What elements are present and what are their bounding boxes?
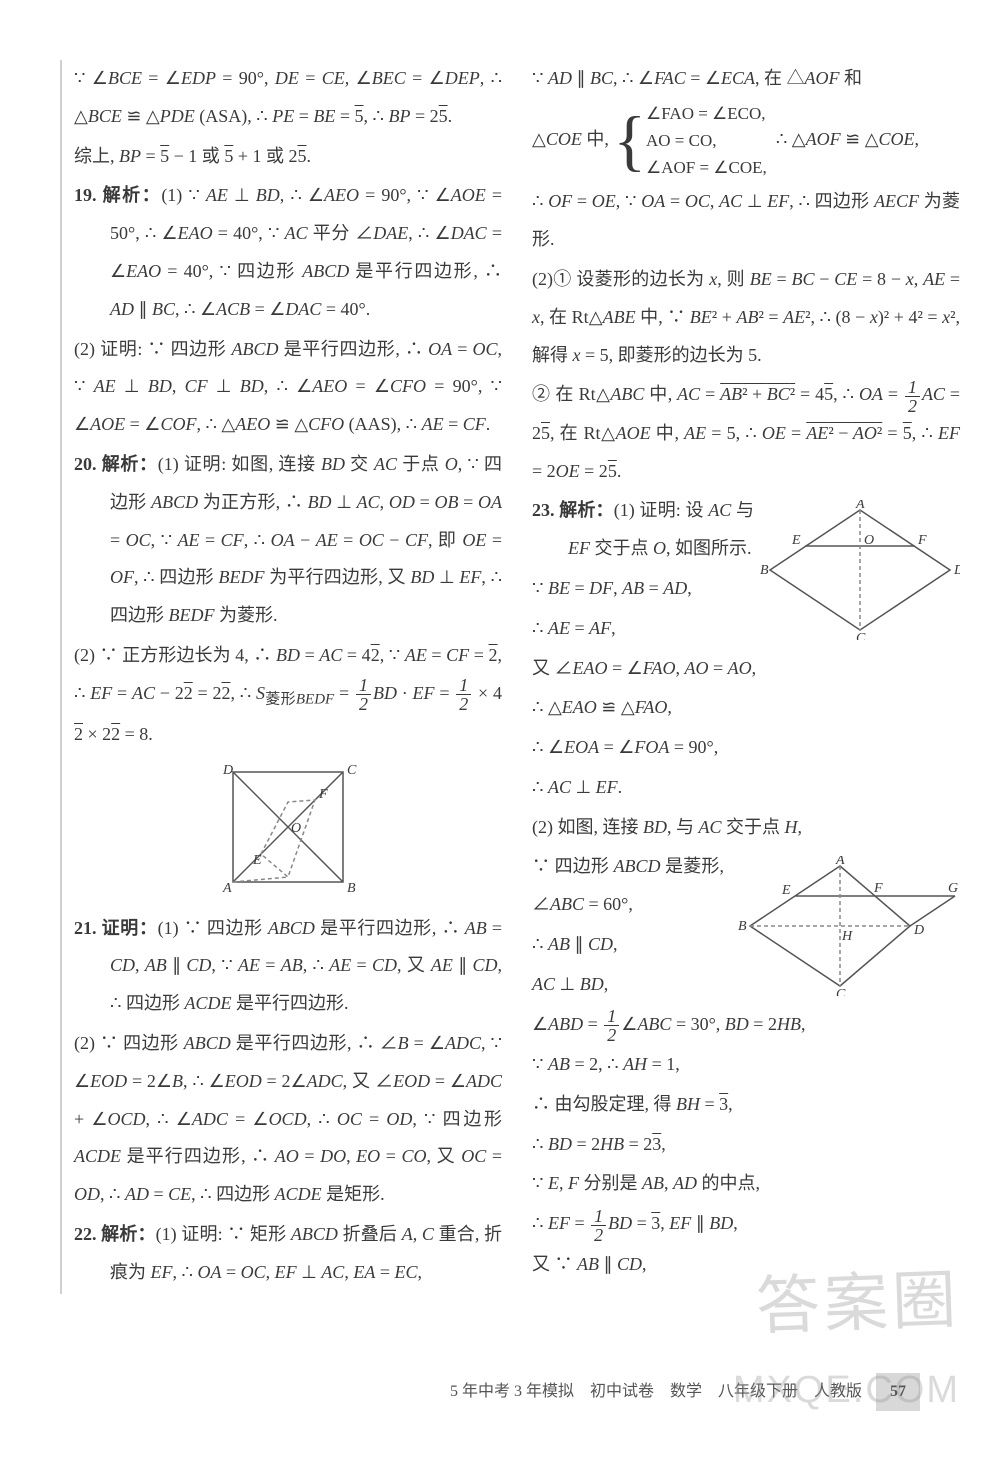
- page: ∵ ∠BCE = ∠EDP = 90°, DE = CE, ∠BEC = ∠DE…: [0, 0, 1000, 1394]
- svg-text:E: E: [252, 853, 262, 868]
- svg-text:D: D: [913, 923, 924, 938]
- q21-part2: (2) ∵ 四边形 ABCD 是平行四边形, ∴ ∠B = ∠ADC, ∵ ∠E…: [74, 1025, 502, 1214]
- q23-p1-7: ∴ AC ⊥ EF.: [532, 769, 960, 807]
- svg-text:O: O: [864, 533, 874, 548]
- svg-text:B: B: [347, 881, 356, 896]
- pre-text-2: 综上, BP = 5 − 1 或 5 + 1 或 25.: [74, 138, 502, 176]
- svg-text:F: F: [873, 881, 883, 896]
- svg-text:A: A: [835, 856, 845, 868]
- q23-number: 23.: [532, 500, 555, 520]
- q22-brace: △COE 中, { ∠FAO = ∠ECO, AO = CO, ∠AOF = ∠…: [532, 100, 960, 182]
- svg-text:O: O: [291, 821, 301, 836]
- brace-line-3: ∠AOF = ∠COE,: [646, 158, 767, 177]
- q22-label: 解析：: [101, 1224, 155, 1244]
- svg-text:F: F: [318, 787, 328, 802]
- svg-text:C: C: [347, 763, 357, 778]
- svg-text:E: E: [791, 533, 801, 548]
- q23-p2-7: ∴ 由勾股定理, 得 BH = 3,: [532, 1086, 960, 1124]
- q23-p2-1: (2) 如图, 连接 BD, 与 AC 交于点 H,: [532, 809, 960, 847]
- q20-figure: D C A B E F O: [213, 762, 363, 902]
- q21-label: 证明：: [102, 918, 158, 938]
- q22-part2-1: (2)① 设菱形的边长为 x, 则 BE = BC − CE = 8 − x, …: [532, 261, 960, 374]
- q20-number: 20.: [74, 454, 97, 474]
- svg-text:D: D: [953, 563, 960, 578]
- q23-p2-5: ∠ABD = 12∠ABC = 30°, BD = 2HB,: [532, 1006, 960, 1044]
- svg-text:H: H: [841, 929, 853, 944]
- svg-text:D: D: [222, 763, 233, 778]
- svg-text:C: C: [856, 631, 866, 640]
- svg-text:A: A: [855, 500, 865, 512]
- q23-p1-4: 又 ∠EAO = ∠FAO, AO = AO,: [532, 650, 960, 688]
- q19: 19. 解析：(1) ∵ AE ⊥ BD, ∴ ∠AEO = 90°, ∵ ∠A…: [74, 177, 502, 328]
- left-column: ∵ ∠BCE = ∠EDP = 90°, DE = CE, ∠BEC = ∠DE…: [60, 60, 502, 1294]
- q21: 21. 证明：(1) ∵ 四边形 ABCD 是平行四边形, ∴ AB = CD,…: [74, 910, 502, 1023]
- q19-label: 解析：: [103, 185, 162, 205]
- q22-number: 22.: [74, 1224, 97, 1244]
- q20: 20. 解析：(1) 证明: 如图, 连接 BD 交 AC 于点 O, ∵ 四边…: [74, 446, 502, 635]
- pre-text-1: ∵ ∠BCE = ∠EDP = 90°, DE = CE, ∠BEC = ∠DE…: [74, 60, 502, 136]
- q23-p2-8: ∴ BD = 2HB = 23,: [532, 1126, 960, 1164]
- q20-part2: (2) ∵ 正方形边长为 4, ∴ BD = AC = 42, ∵ AE = C…: [74, 637, 502, 754]
- q23-p1-5: ∴ △EAO ≌ △FAO,: [532, 689, 960, 727]
- q22-cont-2: ∴ OF = OE, ∵ OA = OC, AC ⊥ EF, ∴ 四边形 AEC…: [532, 183, 960, 259]
- svg-text:C: C: [836, 987, 846, 996]
- svg-text:G: G: [948, 881, 958, 896]
- q19-number: 19.: [74, 185, 97, 205]
- q22-cont-1: ∵ AD ∥ BC, ∴ ∠FAC = ∠ECA, 在 △AOF 和: [532, 60, 960, 98]
- right-column: ∵ AD ∥ BC, ∴ ∠FAC = ∠ECA, 在 △AOF 和 △COE …: [532, 60, 960, 1294]
- q19-part2: (2) 证明: ∵ 四边形 ABCD 是平行四边形, ∴ OA = OC, ∵ …: [74, 331, 502, 444]
- svg-text:E: E: [781, 883, 791, 898]
- q23: AB CD EF O 23. 解析：(1) 证明: 设 AC 与 EF 交于点 …: [532, 492, 960, 568]
- watermark-url: MXQE.COM: [733, 1351, 960, 1431]
- svg-text:F: F: [917, 533, 927, 548]
- q23-p2-9: ∵ E, F 分别是 AB, AD 的中点,: [532, 1165, 960, 1203]
- q23-p2-2: AB CD EF HG ∵ 四边形 ABCD 是菱形, ∠ABC = 60°,: [532, 848, 960, 924]
- q23-label: 解析：: [559, 500, 614, 520]
- brace-line-1: ∠FAO = ∠ECO,: [646, 104, 766, 123]
- q20-label: 解析：: [102, 454, 158, 474]
- q22: 22. 解析：(1) 证明: ∵ 矩形 ABCD 折叠后 A, C 重合, 折痕…: [74, 1216, 502, 1292]
- q23-figure1: A B C D E F O: [760, 500, 960, 640]
- q21-number: 21.: [74, 918, 97, 938]
- svg-text:B: B: [760, 563, 769, 578]
- svg-text:A: A: [222, 881, 232, 896]
- q23-figure2: A B C D E F H G: [730, 856, 960, 996]
- q23-p1-6: ∴ ∠EOA = ∠FOA = 90°,: [532, 729, 960, 767]
- svg-text:B: B: [738, 919, 747, 934]
- brace-line-2: AO = CO,: [646, 131, 717, 150]
- q23-p2-6: ∵ AB = 2, ∴ AH = 1,: [532, 1046, 960, 1084]
- q22-part2-2: ② 在 Rt△ABC 中, AC = AB² + BC² = 45, ∴ OA …: [532, 376, 960, 490]
